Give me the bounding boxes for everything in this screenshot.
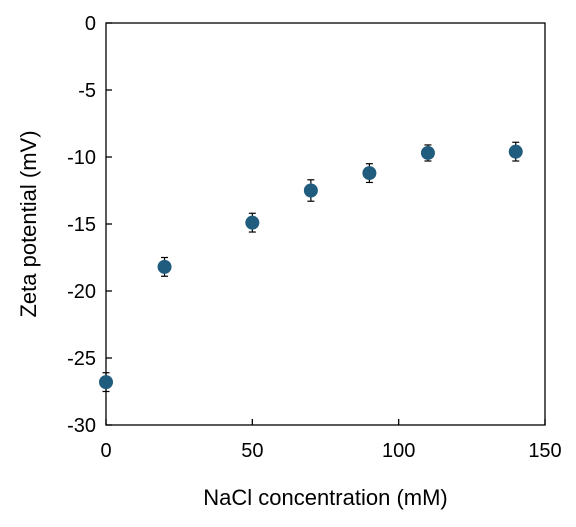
data-point bbox=[362, 166, 377, 181]
y-tick-label: -5 bbox=[78, 80, 96, 102]
y-tick-label: -15 bbox=[67, 214, 96, 236]
data-point bbox=[245, 215, 260, 230]
x-tick-label: 50 bbox=[241, 440, 263, 462]
data-point bbox=[99, 375, 113, 390]
data-point bbox=[508, 144, 523, 159]
plot-frame bbox=[105, 22, 546, 426]
plot-area: 0-5-10-15-20-25-300 50 100 150 bbox=[67, 13, 562, 462]
x-axis-title: NaCl concentration (mM) bbox=[203, 485, 448, 510]
x-tick-label: 150 bbox=[528, 440, 561, 462]
data-point bbox=[420, 145, 435, 160]
data-point bbox=[157, 259, 172, 274]
y-tick-label: -25 bbox=[67, 348, 96, 370]
x-tick-label: 0 bbox=[100, 440, 111, 462]
data-point bbox=[303, 183, 318, 198]
y-tick-label: -30 bbox=[67, 415, 96, 437]
y-tick-label: -10 bbox=[67, 147, 96, 169]
y-axis-title: Zeta potential (mV) bbox=[16, 130, 41, 317]
y-tick-label: -20 bbox=[67, 281, 96, 303]
y-tick-label: 0 bbox=[85, 13, 96, 35]
x-tick-label: 100 bbox=[382, 440, 415, 462]
